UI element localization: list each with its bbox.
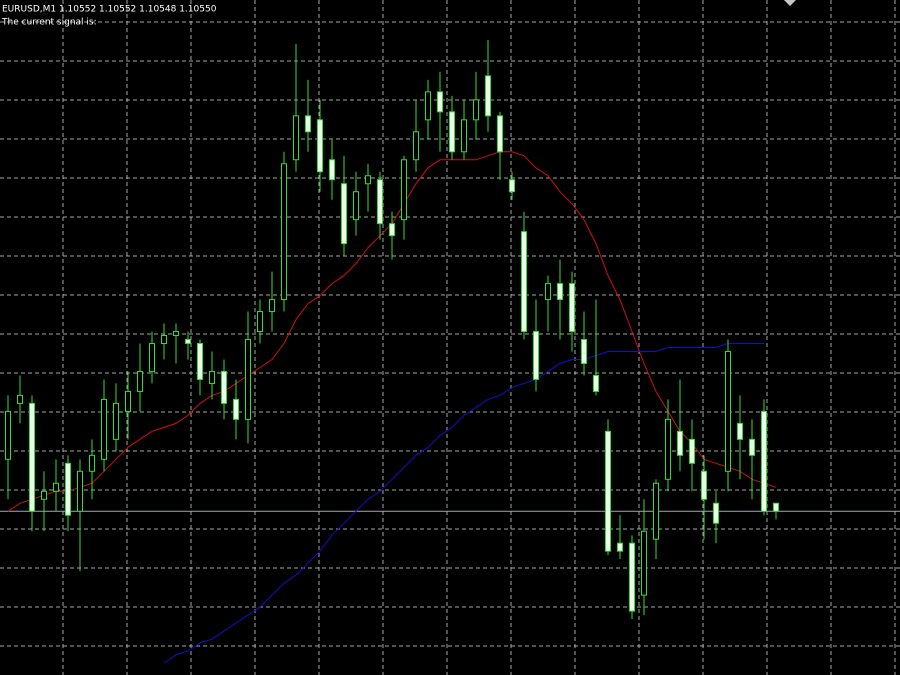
candle-body [509,179,515,193]
candle-body [689,438,695,464]
candle-body [749,438,755,456]
candle-body [317,119,323,173]
candle-body [401,159,407,221]
candle-body [293,115,299,161]
candle-body [473,99,479,121]
candle-body [725,350,731,472]
candle-body [197,342,203,380]
candle-body [497,115,503,153]
candle-body [221,370,227,404]
candle-body [137,370,143,392]
candle-body [365,175,371,185]
candle-body [677,430,683,456]
candle-body [209,370,215,384]
candle-body [773,502,779,512]
candle-body [629,542,635,612]
candle-body [413,131,419,161]
candle-body [605,430,611,552]
candle-body [53,482,59,492]
candle-body [461,119,467,153]
signal-label: The current signal is: [1,18,97,28]
candle-body [581,338,587,364]
candle-body [101,398,107,460]
candle-body [41,490,47,500]
candle-body [557,283,563,301]
candle-body [65,462,71,516]
candle-body [641,530,647,596]
candle-body [737,422,743,440]
candle-body [521,231,527,333]
candle-body [485,75,491,117]
candle-body [257,311,263,333]
candle-body [77,470,83,512]
candle-body [305,115,311,133]
candle-body [245,338,251,420]
candle-body [713,502,719,524]
candle-body [437,91,443,113]
candle-body [545,283,551,301]
candle-body [125,390,131,412]
candle-body [29,402,35,512]
candle-body [569,283,575,333]
candle-body [449,111,455,153]
candle-body [113,402,119,440]
candle-body [425,91,431,121]
candle-body [389,223,395,237]
candle-body [761,410,767,512]
chart-title: EURUSD,M1 1.10552 1.10552 1.10548 1.1055… [2,5,217,15]
candle-body [665,418,671,480]
candle-body [89,454,95,472]
candle-body [269,299,275,313]
candle-body [653,482,659,540]
moving-average-line [163,343,764,664]
candle-body [161,335,167,344]
candle-body [701,470,707,500]
candle-body [17,394,23,404]
shift-marker [784,0,796,6]
candle-body [617,542,623,552]
candle-body [329,159,335,181]
candle-body [353,191,359,221]
candle-body [533,331,539,380]
candle-body [5,410,11,460]
plot-area [0,39,900,664]
candle-body [149,342,155,372]
candle-body [341,183,347,245]
candle-body [185,338,191,344]
candle-body [173,331,179,337]
candle-body [281,163,287,301]
candle-body [377,179,383,225]
candle-body [593,374,599,392]
candle-body [233,398,239,420]
